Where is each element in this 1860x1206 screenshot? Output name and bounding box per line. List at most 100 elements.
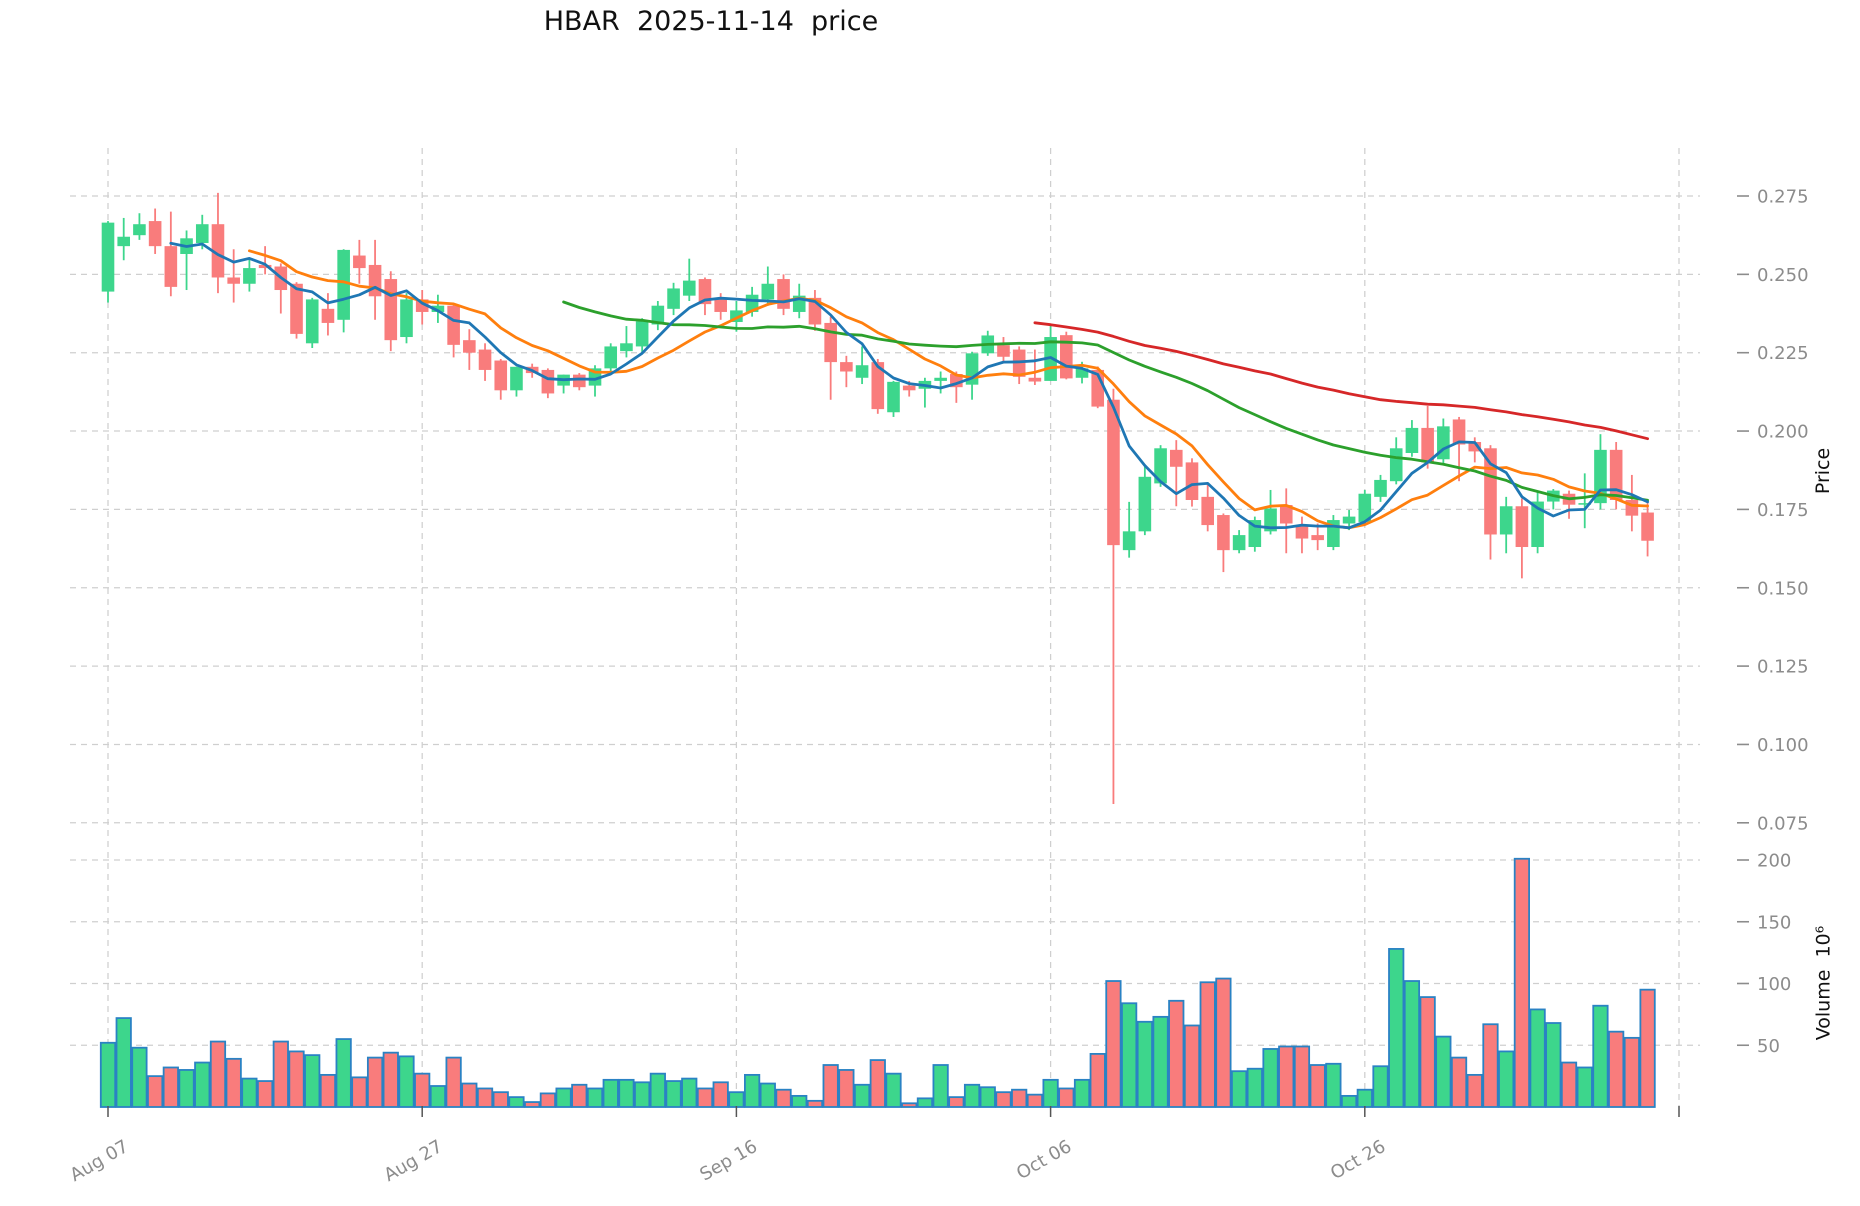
volume-bar xyxy=(791,1094,808,1108)
candle-body xyxy=(195,224,209,244)
candle-body xyxy=(667,288,680,309)
candle-body xyxy=(305,299,319,344)
candle-body xyxy=(620,343,633,352)
volume-bar xyxy=(555,1087,572,1108)
price-tick-label: 0.100 xyxy=(1757,735,1809,756)
volume-bar xyxy=(256,1080,274,1108)
candle-body xyxy=(211,224,225,278)
volume-bar xyxy=(602,1078,619,1108)
candle-body xyxy=(1028,377,1042,382)
ma-lines-layer xyxy=(169,241,1649,530)
candle-body xyxy=(997,345,1010,357)
candle-body xyxy=(1342,516,1356,524)
volume-bar xyxy=(1498,1050,1515,1108)
candle-body xyxy=(730,310,743,322)
volume-bar xyxy=(225,1057,242,1108)
volume-tick-label: 200 xyxy=(1757,851,1791,872)
volume-bar xyxy=(304,1054,321,1108)
volume-bar xyxy=(272,1040,289,1108)
volume-bar xyxy=(1121,1002,1138,1108)
candle-body xyxy=(1389,448,1403,482)
volume-bar xyxy=(822,1064,839,1108)
candle-body xyxy=(164,246,178,287)
volume-bar xyxy=(1545,1022,1562,1108)
candle-body xyxy=(101,222,115,292)
ma-line-ma10 xyxy=(247,249,1649,530)
candle-body xyxy=(573,374,586,388)
candle-body xyxy=(1515,506,1529,548)
price-tick-label: 0.150 xyxy=(1757,578,1809,599)
candle-body xyxy=(934,377,947,381)
volume-bar xyxy=(696,1087,714,1108)
volume-bar xyxy=(1419,996,1436,1108)
volume-bar xyxy=(351,1076,368,1108)
volume-bar xyxy=(1560,1061,1578,1108)
volume-bar xyxy=(775,1088,792,1108)
candle-body xyxy=(902,385,916,391)
volume-bar xyxy=(618,1078,635,1108)
volume-bar xyxy=(1576,1066,1593,1108)
volume-bar xyxy=(979,1086,996,1108)
price-tick-label: 0.275 xyxy=(1757,187,1809,208)
volume-bar xyxy=(1278,1045,1295,1108)
volume-bar xyxy=(665,1080,682,1108)
candle-body xyxy=(1122,531,1136,551)
volume-bar xyxy=(1183,1024,1201,1108)
volume-bar xyxy=(1529,1008,1546,1108)
candle-body xyxy=(1232,535,1246,551)
volume-bar xyxy=(634,1081,651,1108)
volume-bar xyxy=(916,1097,934,1108)
candle-body xyxy=(541,369,555,394)
price-tick-label: 0.250 xyxy=(1757,265,1809,286)
candle-body xyxy=(478,349,492,370)
candle-body xyxy=(651,305,665,325)
ma-line-ma60 xyxy=(1033,321,1649,441)
volume-bar xyxy=(335,1038,352,1108)
candle-body xyxy=(714,297,727,312)
candle-body xyxy=(840,362,853,372)
volume-bar xyxy=(681,1077,698,1108)
volume-bar xyxy=(885,1072,902,1108)
volume-bar xyxy=(1466,1073,1483,1108)
price-tick-label: 0.200 xyxy=(1757,422,1809,443)
volume-bar xyxy=(1482,1023,1499,1108)
candle-body xyxy=(133,224,146,236)
volume-bar xyxy=(1623,1036,1640,1108)
volume-bar xyxy=(1042,1078,1059,1108)
candle-body xyxy=(431,305,445,312)
candle-body xyxy=(494,360,508,391)
volume-bar xyxy=(806,1099,824,1108)
grid-layer xyxy=(70,148,1700,1106)
volume-tick-label: 150 xyxy=(1757,912,1791,933)
candle-body xyxy=(1374,479,1387,497)
volume-bar xyxy=(147,1075,164,1108)
volume-bar xyxy=(162,1066,179,1108)
candle-body xyxy=(117,236,131,247)
price-tick-label: 0.075 xyxy=(1757,813,1809,834)
volume-bar xyxy=(728,1091,745,1108)
volume-bar xyxy=(241,1077,258,1108)
candle-body xyxy=(1311,535,1324,541)
ma-line-ma30 xyxy=(562,300,1649,502)
candle-body xyxy=(1217,515,1230,551)
candle-body xyxy=(635,321,649,347)
candle-body xyxy=(243,268,256,284)
volume-bar xyxy=(744,1073,761,1108)
axis-layer: 0.275 0.250 0.225 0.200 0.175 0.150 0.125 0.100… xyxy=(107,187,1809,1117)
volume-bar xyxy=(1309,1064,1326,1108)
volume-bar xyxy=(1168,999,1185,1108)
candle-body xyxy=(1452,419,1466,445)
volume-bar xyxy=(1592,1004,1609,1108)
volume-bar xyxy=(948,1096,965,1108)
candle-body xyxy=(384,279,398,341)
volume-bar xyxy=(1356,1088,1373,1108)
volume-bar xyxy=(586,1087,604,1108)
candle-body xyxy=(148,221,162,247)
volume-bar xyxy=(995,1091,1012,1108)
candle-body xyxy=(682,280,696,296)
volume-bar xyxy=(288,1050,305,1108)
volume-bar xyxy=(1293,1045,1311,1108)
volume-bar xyxy=(901,1102,918,1108)
candle-body xyxy=(321,308,335,323)
candle-body xyxy=(1138,476,1152,532)
